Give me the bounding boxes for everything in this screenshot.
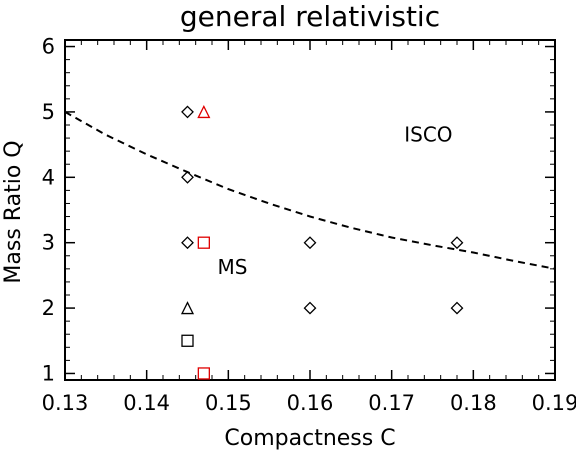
- isco-curve: [64, 111, 556, 270]
- y-axis-label: Mass Ratio Q: [1, 140, 26, 283]
- x-tick-label: 0.16: [287, 391, 334, 415]
- x-axis-label: Compactness C: [224, 426, 395, 451]
- x-tick-label: 0.19: [532, 391, 576, 415]
- triangle-marker: [180, 301, 195, 315]
- diamond-marker: [181, 105, 194, 119]
- diamond-marker: [450, 301, 464, 315]
- diamond-marker: [181, 236, 194, 250]
- diamond-marker: [303, 301, 317, 315]
- y-tick-label: 6: [42, 35, 55, 59]
- y-tick-label: 1: [42, 361, 55, 385]
- diamond-marker: [181, 170, 194, 184]
- triangle-marker: [197, 104, 211, 119]
- annotation-isco: ISCO: [404, 122, 452, 146]
- y-tick-label: 2: [42, 296, 55, 320]
- plot-frame: [64, 39, 556, 381]
- annotation-ms: MS: [217, 255, 247, 279]
- x-tick-label: 0.18: [450, 391, 497, 415]
- square-marker: [181, 334, 194, 347]
- square-marker: [197, 367, 210, 380]
- y-tick-label: 3: [42, 231, 55, 255]
- y-tick-label: 5: [42, 100, 55, 124]
- x-tick-label: 0.14: [123, 391, 170, 415]
- diamond-marker: [303, 236, 317, 250]
- square-marker: [197, 236, 210, 249]
- chart-title: general relativistic: [180, 0, 440, 33]
- x-tick-label: 0.15: [205, 391, 252, 415]
- x-tick-label: 0.17: [368, 391, 415, 415]
- plot-area: 0.13 0.14 0.15 0.16 0.17 0.18 0.19 1 2 3 4 5 6 ISCO MS: [42, 35, 576, 415]
- y-tick-label: 4: [42, 165, 55, 189]
- x-tick-label: 0.13: [42, 391, 89, 415]
- diamond-marker: [450, 236, 464, 250]
